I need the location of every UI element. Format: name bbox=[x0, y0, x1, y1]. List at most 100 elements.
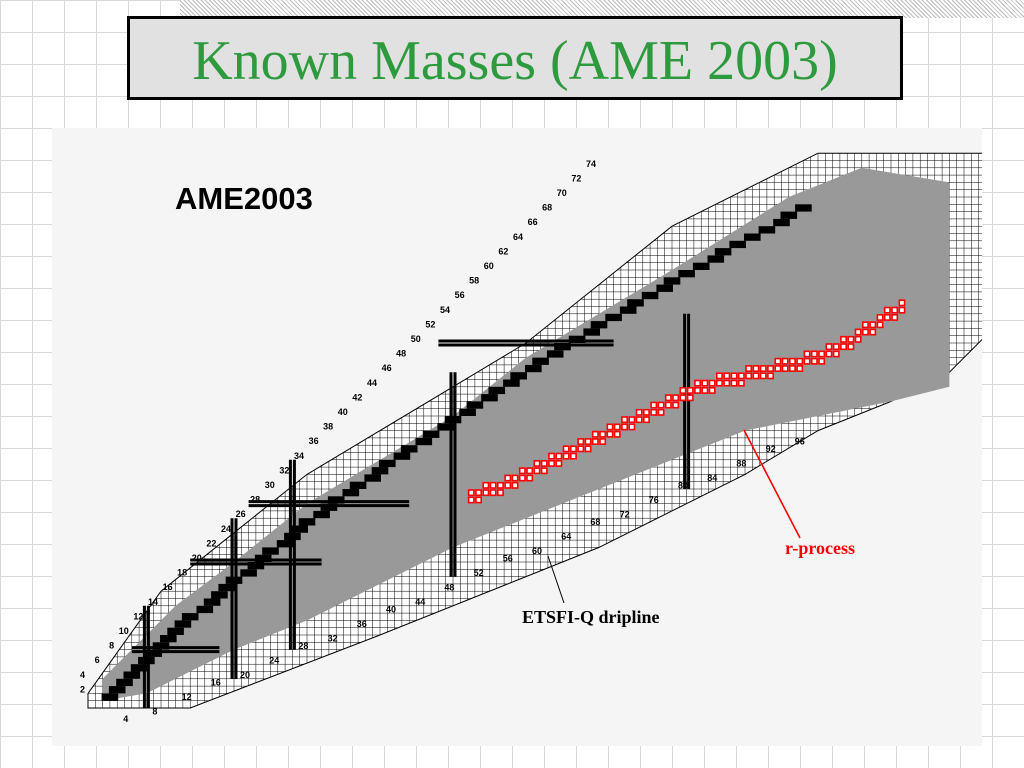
stable-nuclide bbox=[364, 474, 381, 482]
r-process-cell bbox=[540, 467, 548, 475]
neutron-label: 24 bbox=[269, 656, 279, 666]
r-process-cell bbox=[613, 423, 621, 431]
proton-label: 16 bbox=[163, 582, 173, 592]
r-process-cell bbox=[701, 386, 709, 394]
stable-nuclide bbox=[488, 386, 506, 395]
proton-label: 4 bbox=[80, 670, 85, 680]
stable-nuclide bbox=[627, 299, 644, 307]
r-process-cell bbox=[803, 350, 811, 358]
r-process-cell bbox=[584, 445, 592, 453]
stable-nuclide bbox=[371, 467, 389, 475]
neutron-label: 72 bbox=[620, 510, 630, 520]
stable-nuclide bbox=[284, 532, 301, 541]
stable-nuclide bbox=[313, 510, 330, 519]
r-process-cell bbox=[504, 481, 512, 489]
neutron-label: 4 bbox=[123, 714, 128, 724]
r-process-cell bbox=[796, 357, 804, 365]
proton-label: 10 bbox=[119, 626, 129, 636]
neutron-label: 16 bbox=[211, 678, 221, 688]
stable-nuclide bbox=[459, 408, 476, 416]
r-process-cell bbox=[569, 445, 577, 453]
proton-label: 52 bbox=[425, 319, 435, 329]
proton-label: 32 bbox=[279, 465, 289, 475]
stable-nuclide bbox=[692, 262, 710, 270]
stable-nuclide bbox=[116, 678, 133, 687]
stable-nuclide bbox=[262, 547, 279, 555]
r-process-cell bbox=[526, 474, 534, 482]
stable-nuclide bbox=[379, 459, 396, 468]
r-process-cell bbox=[891, 314, 899, 321]
stable-nuclide bbox=[138, 656, 155, 665]
proton-label: 42 bbox=[352, 392, 362, 402]
r-process-cell bbox=[526, 467, 534, 475]
r-process-path-cells bbox=[467, 299, 906, 504]
stable-nuclide bbox=[605, 313, 622, 322]
r-process-cell bbox=[591, 430, 599, 438]
r-process-cell bbox=[825, 350, 833, 358]
proton-label: 74 bbox=[586, 159, 596, 169]
r-process-cell bbox=[861, 321, 869, 329]
stable-nuclide bbox=[123, 671, 141, 679]
r-process-cell bbox=[708, 379, 716, 387]
r-process-cell bbox=[650, 408, 658, 416]
stable-nuclide bbox=[773, 218, 790, 227]
r-process-cell bbox=[730, 372, 738, 380]
r-process-cell bbox=[548, 452, 555, 460]
proton-label: 38 bbox=[323, 422, 333, 432]
r-process-cell bbox=[482, 481, 490, 489]
r-process-cell bbox=[869, 328, 877, 336]
stable-nuclide bbox=[744, 233, 761, 241]
r-process-cell bbox=[475, 489, 482, 497]
r-process-cell bbox=[664, 401, 672, 409]
neutron-number-labels: 4812162024283236404448525660646872768084… bbox=[123, 437, 805, 724]
r-process-cell bbox=[628, 416, 636, 424]
r-process-cell bbox=[876, 321, 884, 329]
stable-nuclide bbox=[729, 240, 746, 249]
r-process-cell bbox=[540, 459, 548, 467]
proton-label: 48 bbox=[396, 349, 406, 359]
r-process-cell bbox=[650, 401, 658, 409]
r-process-cell bbox=[599, 430, 607, 438]
chart-heading: AME2003 bbox=[175, 181, 313, 216]
r-process-cell bbox=[883, 306, 891, 314]
r-process-cell bbox=[730, 379, 738, 387]
r-process-cell bbox=[686, 394, 694, 402]
r-process-cell bbox=[752, 372, 760, 380]
r-process-cell bbox=[489, 481, 497, 489]
stable-nuclide bbox=[503, 379, 520, 387]
proton-label: 72 bbox=[571, 173, 581, 183]
proton-label: 2 bbox=[80, 684, 85, 694]
r-process-cell bbox=[562, 452, 570, 460]
r-process-cell bbox=[832, 350, 840, 358]
proton-label: 58 bbox=[469, 276, 479, 286]
r-process-cell bbox=[876, 314, 884, 321]
r-process-cell bbox=[613, 430, 621, 438]
r-process-cell bbox=[518, 474, 526, 482]
r-process-cell bbox=[701, 379, 709, 387]
r-process-cell bbox=[767, 365, 775, 372]
proton-label: 70 bbox=[557, 188, 567, 198]
proton-label: 66 bbox=[528, 217, 538, 227]
r-process-cell bbox=[898, 306, 906, 314]
measured-mass-region bbox=[102, 167, 950, 701]
proton-label: 46 bbox=[382, 363, 392, 373]
r-process-cell bbox=[562, 445, 570, 453]
stable-nuclide bbox=[203, 598, 221, 606]
title-box: Known Masses (AME 2003) bbox=[127, 16, 903, 100]
r-process-cell bbox=[504, 474, 512, 482]
neutron-label: 60 bbox=[532, 546, 542, 556]
r-process-cell bbox=[774, 357, 782, 365]
stable-nuclide bbox=[145, 649, 162, 657]
r-process-cell bbox=[715, 372, 723, 380]
r-process-cell bbox=[599, 438, 607, 445]
stable-nuclide bbox=[276, 540, 294, 548]
r-process-cell bbox=[788, 357, 796, 365]
stable-nuclide bbox=[211, 591, 228, 599]
stable-nuclide bbox=[568, 335, 586, 343]
r-process-cell bbox=[861, 328, 869, 336]
neutron-label: 88 bbox=[736, 459, 746, 469]
r-process-cell bbox=[883, 314, 891, 321]
r-process-cell bbox=[489, 489, 497, 497]
r-process-cell bbox=[745, 365, 753, 372]
proton-label: 54 bbox=[440, 305, 450, 315]
